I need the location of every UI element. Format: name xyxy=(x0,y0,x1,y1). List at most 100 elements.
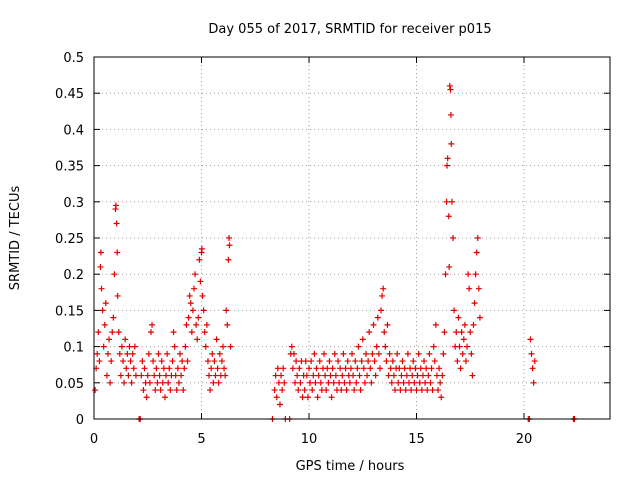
data-point xyxy=(225,256,232,263)
data-point xyxy=(448,140,455,147)
data-point xyxy=(344,358,351,365)
data-point xyxy=(417,365,424,372)
data-point xyxy=(102,300,109,307)
data-point xyxy=(160,365,167,372)
data-point xyxy=(165,379,172,386)
data-point xyxy=(214,365,221,372)
data-point xyxy=(455,314,462,321)
data-point xyxy=(303,372,310,379)
data-point xyxy=(361,379,368,386)
data-point xyxy=(192,271,199,278)
data-point xyxy=(529,365,536,372)
data-point xyxy=(159,379,166,386)
data-point xyxy=(374,314,381,321)
y-tick-label: 0.3 xyxy=(63,196,84,211)
data-point xyxy=(409,372,416,379)
data-point xyxy=(410,358,417,365)
data-point xyxy=(169,358,176,365)
data-point xyxy=(199,292,206,299)
data-point xyxy=(454,358,461,365)
data-point xyxy=(182,343,189,350)
data-point xyxy=(183,321,190,328)
data-point xyxy=(457,365,464,372)
data-point xyxy=(368,379,375,386)
data-point xyxy=(155,350,162,357)
data-point xyxy=(341,379,348,386)
data-point xyxy=(306,365,312,372)
data-point xyxy=(141,365,148,372)
data-point xyxy=(413,387,420,394)
data-point xyxy=(473,249,480,256)
data-point xyxy=(360,365,367,372)
data-point xyxy=(312,379,319,386)
plot-frame xyxy=(93,56,611,420)
data-point xyxy=(98,285,105,292)
data-point xyxy=(422,379,429,386)
data-point xyxy=(447,111,454,118)
points-layer xyxy=(92,82,578,422)
data-point xyxy=(207,387,214,394)
data-point xyxy=(369,350,376,357)
data-point xyxy=(432,321,439,328)
data-point xyxy=(411,379,418,386)
data-point xyxy=(399,358,406,365)
data-point xyxy=(301,387,308,394)
data-point xyxy=(186,292,193,299)
data-point xyxy=(379,292,386,299)
data-point xyxy=(416,379,423,386)
data-point xyxy=(425,372,432,379)
data-point xyxy=(188,329,195,336)
data-point xyxy=(175,379,182,386)
data-point xyxy=(317,379,324,386)
data-point xyxy=(200,307,207,314)
data-point xyxy=(430,343,437,350)
data-point xyxy=(371,358,378,365)
data-point xyxy=(414,372,421,379)
data-point xyxy=(179,358,186,365)
data-point xyxy=(163,372,170,379)
data-point xyxy=(446,82,453,89)
data-point xyxy=(405,379,412,386)
data-point xyxy=(423,365,430,372)
data-point xyxy=(450,235,457,241)
data-point xyxy=(132,372,139,379)
data-point xyxy=(527,336,534,343)
data-point xyxy=(154,379,161,386)
data-point xyxy=(444,162,451,169)
data-point xyxy=(189,307,196,314)
data-point xyxy=(126,343,133,350)
data-point xyxy=(311,350,318,357)
data-point xyxy=(112,202,119,209)
data-point xyxy=(125,372,132,379)
y-tick-label: 0.05 xyxy=(55,377,84,392)
data-point xyxy=(202,343,209,350)
data-point xyxy=(220,343,226,350)
data-point xyxy=(421,358,428,365)
data-point xyxy=(444,155,451,162)
data-point xyxy=(366,329,373,336)
y-tick-label: 0.45 xyxy=(55,87,84,102)
data-point xyxy=(187,300,194,307)
data-point xyxy=(428,365,435,372)
data-point xyxy=(386,350,393,357)
data-point xyxy=(397,387,404,394)
data-point xyxy=(408,387,415,394)
data-point xyxy=(332,372,339,379)
data-point xyxy=(274,365,281,372)
data-point xyxy=(223,307,230,314)
data-point xyxy=(314,394,321,401)
data-point xyxy=(146,379,153,386)
data-point xyxy=(122,336,129,343)
data-point xyxy=(215,379,222,386)
data-point xyxy=(95,329,102,336)
data-point xyxy=(210,379,217,386)
data-point xyxy=(531,358,538,365)
y-tick-label: 0.5 xyxy=(63,51,84,66)
data-point xyxy=(149,321,156,328)
data-point xyxy=(353,379,360,386)
data-point xyxy=(302,358,309,365)
data-point xyxy=(456,343,463,350)
data-point xyxy=(288,343,295,350)
data-point xyxy=(185,314,192,321)
data-point xyxy=(99,307,106,314)
